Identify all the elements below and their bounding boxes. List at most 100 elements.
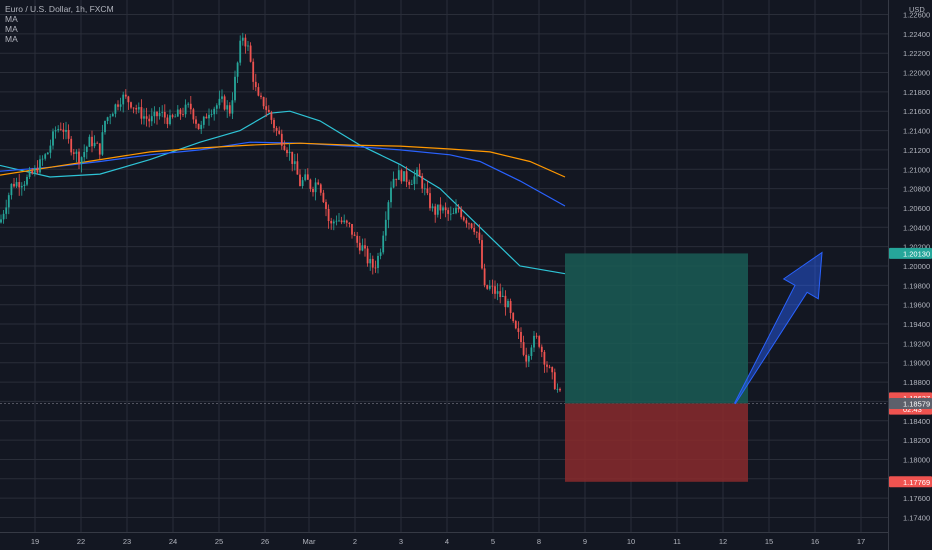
candle-down <box>98 143 101 155</box>
candle-up <box>200 124 203 130</box>
candle-up <box>39 159 41 173</box>
candle-up <box>49 145 52 153</box>
candle-down <box>13 183 15 187</box>
candle-down <box>351 223 353 235</box>
candle-down <box>517 328 520 332</box>
candle-down <box>447 210 450 214</box>
candle-down <box>273 119 275 128</box>
price-tick-label: 1.22400 <box>903 30 930 39</box>
price-axis[interactable]: 1.174001.176001.178001.180001.182001.184… <box>888 0 932 550</box>
price-tick-label: 1.22200 <box>903 49 930 58</box>
price-tick-label: 1.19800 <box>903 281 930 290</box>
price-tag-label: 1.20130 <box>903 249 930 258</box>
candle-down <box>275 127 278 131</box>
candle-up <box>442 207 444 211</box>
candle-up <box>410 184 413 185</box>
candle-up <box>46 152 49 155</box>
candle-up <box>390 187 392 203</box>
candle-up <box>335 220 338 222</box>
candle-up <box>288 151 291 154</box>
candle-down <box>312 188 314 193</box>
ma-line-1 <box>0 110 566 275</box>
candle-down <box>189 103 192 110</box>
candle-up <box>413 176 416 185</box>
candle-down <box>36 168 39 173</box>
candle-down <box>486 285 489 289</box>
candle-down <box>163 111 166 118</box>
candle-up <box>93 142 96 147</box>
ma-indicator-2[interactable]: MA <box>5 24 18 34</box>
candle-up <box>384 219 387 236</box>
long-position-tool[interactable] <box>565 253 748 482</box>
candle-down <box>132 107 135 109</box>
candle-down <box>70 138 73 153</box>
candle-up <box>104 120 106 133</box>
candle-up <box>377 255 379 268</box>
candle-down <box>249 45 252 62</box>
price-tick-label: 1.19400 <box>903 320 930 329</box>
candle-down <box>195 119 197 124</box>
candle-up <box>507 301 509 308</box>
candle-up <box>122 94 125 105</box>
time-axis[interactable]: 19 22 23 24 25 26 Mar 2 3 4 5 8 9 10 11 12 15 16 17 <box>0 532 888 547</box>
candle-down <box>475 231 478 233</box>
candle-up <box>28 170 31 177</box>
candle-down <box>223 96 226 110</box>
candle-down <box>205 116 208 119</box>
candle-down <box>460 209 463 218</box>
ma-indicator-1[interactable]: MA <box>5 14 18 24</box>
price-tick-label: 1.20400 <box>903 223 930 232</box>
projection-arrow[interactable] <box>733 251 823 405</box>
price-tick-label: 1.21400 <box>903 127 930 136</box>
candle-down <box>319 184 322 193</box>
candle-down <box>434 206 437 215</box>
time-tick-label: 25 <box>215 537 223 546</box>
candle-up <box>111 113 114 117</box>
candle-down <box>340 220 343 223</box>
price-tick-label: 1.18000 <box>903 455 930 464</box>
candle-down <box>166 117 169 125</box>
candle-down <box>522 342 525 355</box>
candle-up <box>57 128 60 131</box>
symbol-title[interactable]: Euro / U.S. Dollar, 1h, FXCM <box>5 4 114 14</box>
candle-down <box>551 367 554 373</box>
candle-down <box>127 96 130 103</box>
candle-down <box>91 136 93 147</box>
candle-up <box>530 347 533 356</box>
candle-down <box>330 221 333 224</box>
candle-down <box>291 151 294 164</box>
candle-up <box>85 146 88 152</box>
ma-indicator-3[interactable]: MA <box>5 34 18 44</box>
candle-down <box>512 312 515 322</box>
price-tick-label: 1.22600 <box>903 11 930 20</box>
candle-down <box>283 145 286 150</box>
candle-down <box>465 220 468 224</box>
candle-up <box>184 104 187 115</box>
price-tick-label: 1.19000 <box>903 359 930 368</box>
candle-down <box>67 129 70 139</box>
price-tick-label: 1.22000 <box>903 69 930 78</box>
candle-up <box>213 108 216 115</box>
candle-up <box>10 183 13 196</box>
price-tick-label: 1.21800 <box>903 88 930 97</box>
candle-up <box>2 213 5 220</box>
candle-down <box>171 115 174 117</box>
candle-up <box>52 131 54 146</box>
candle-up <box>455 207 457 214</box>
candle-up <box>54 130 57 132</box>
time-tick-label: 4 <box>445 537 449 546</box>
candle-up <box>449 213 452 215</box>
time-tick-label: 3 <box>399 537 403 546</box>
candle-up <box>80 157 83 164</box>
candle-up <box>75 151 78 154</box>
price-tag-label: 1.18579 <box>903 399 930 408</box>
candle-down <box>280 133 283 146</box>
candle-up <box>187 103 190 105</box>
candle-up <box>137 107 140 110</box>
price-tick-label: 1.17400 <box>903 513 930 522</box>
time-tick-label: 17 <box>857 537 865 546</box>
price-tag-label: 1.17769 <box>903 478 930 487</box>
candle-down <box>130 102 132 108</box>
